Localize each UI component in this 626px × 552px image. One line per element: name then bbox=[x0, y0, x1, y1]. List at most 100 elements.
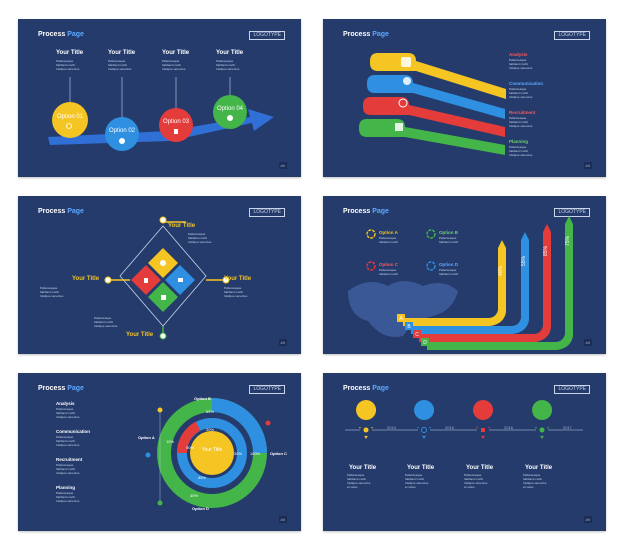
slide-4[interactable]: Process Page LOGOTYPE A B C D 40% 55% 85… bbox=[323, 196, 606, 354]
item-text-left: Pellentesque habitant morbi tristique sene… bbox=[40, 286, 64, 298]
year-2: 2015 bbox=[445, 425, 455, 430]
item-text-2: Pellentesque habitant morbi tristique sene… bbox=[108, 59, 132, 71]
option-d-ring bbox=[426, 261, 436, 271]
logotype: LOGOTYPE bbox=[249, 385, 285, 394]
item-text-3: Pellentesque habitant morbi tristique sene… bbox=[464, 473, 488, 489]
page-number: ## bbox=[583, 339, 592, 346]
item-text-1: Pellentesque habitant morbi tristique sene… bbox=[56, 59, 80, 71]
item-text-2: Pellentesque habitant morbi tristique sene… bbox=[405, 473, 429, 489]
clock-icon bbox=[421, 427, 427, 433]
letter-d: D bbox=[538, 406, 545, 417]
bar-b bbox=[411, 240, 529, 334]
recruitment-text: Pellentesque habitant morbi tristique sene… bbox=[509, 116, 533, 128]
timeline-diagram: A B C D 2014 2015 2016 2017 bbox=[345, 400, 583, 439]
flask-icon bbox=[481, 428, 485, 432]
image-icon bbox=[178, 278, 183, 282]
communication-label: Communication bbox=[509, 81, 544, 86]
item-title-2: Your Title bbox=[108, 50, 136, 56]
slide-1[interactable]: Process Page LOGOTYPE Your Title Your Ti… bbox=[18, 19, 301, 177]
option-c-label: Option C bbox=[270, 451, 287, 456]
year-4: 2017 bbox=[563, 425, 573, 430]
letter-b: B bbox=[420, 406, 427, 417]
page-title: Process Page bbox=[38, 385, 84, 392]
option-b-label: Option B bbox=[194, 396, 211, 401]
option-03-circle bbox=[159, 108, 193, 142]
bar-c-pct: 85% bbox=[543, 245, 549, 256]
item-text-bottom: Pellentesque habitant morbi tristique sene… bbox=[94, 316, 118, 328]
growth-arrow bbox=[48, 109, 274, 145]
item-title-1: Your Title bbox=[56, 50, 84, 56]
communication-text: Pellentesque habitant morbi tristique sene… bbox=[56, 435, 80, 447]
item-title-bottom: Your Title bbox=[126, 332, 154, 338]
slide-6[interactable]: Process Page LOGOTYPE A B C D 2014 2015 … bbox=[323, 373, 606, 531]
page-title: Process Page bbox=[343, 385, 389, 392]
pct-inner-top: 20% bbox=[206, 427, 214, 432]
pct-outer-top: 65% bbox=[206, 409, 214, 414]
page-title: Process Page bbox=[343, 208, 389, 215]
search-icon bbox=[66, 123, 72, 129]
search-icon bbox=[398, 98, 408, 108]
option-01-circle bbox=[52, 102, 88, 138]
lightbulb-icon bbox=[227, 115, 233, 121]
planning-text: Pellentesque habitant morbi tristique sene… bbox=[509, 145, 533, 157]
anchor-icon bbox=[144, 278, 148, 283]
center-circle bbox=[190, 431, 234, 475]
item-title-4: Your Title bbox=[525, 465, 553, 471]
planning-text: Pellentesque habitant morbi tristique sene… bbox=[56, 491, 80, 503]
item-text-right: Pellentesque habitant morbi tristique sene… bbox=[224, 286, 248, 298]
option-b-text: Pellentesque habitant morbi bbox=[439, 236, 459, 244]
option-c-label: Option C bbox=[379, 262, 398, 267]
item-title-2: Your Title bbox=[407, 465, 435, 471]
world-map bbox=[348, 281, 458, 337]
slide-3[interactable]: Process Page LOGOTYPE Your Title Pellent… bbox=[18, 196, 301, 354]
option-a-text: Pellentesque habitant morbi bbox=[379, 236, 399, 244]
recruitment-text: Pellentesque habitant morbi tristique sene… bbox=[56, 463, 80, 475]
recruitment-label: Recruitment bbox=[509, 110, 536, 115]
ribbon-diagram bbox=[359, 53, 506, 155]
page-number: ## bbox=[278, 339, 287, 346]
year-1: 2014 bbox=[387, 425, 397, 430]
pct-outer-bottom: 40% bbox=[190, 493, 198, 498]
item-text-top: Pellentesque habitant morbi tristique sene… bbox=[188, 232, 212, 244]
option-04-circle bbox=[213, 95, 247, 129]
letter-a: A bbox=[399, 316, 403, 322]
option-d-label: Option D bbox=[439, 262, 458, 267]
money-bag-icon bbox=[160, 260, 166, 266]
pct-inner-right: 30% bbox=[234, 451, 242, 456]
gear-icon bbox=[395, 123, 403, 131]
recruitment-label: Recruitment bbox=[56, 457, 83, 462]
option-01-label: Option 01 bbox=[57, 114, 84, 120]
pct-outer-right: 100% bbox=[250, 451, 261, 456]
year-3: 2016 bbox=[504, 425, 514, 430]
page-title: Process Page bbox=[343, 31, 389, 38]
logotype: LOGOTYPE bbox=[249, 208, 285, 217]
money-bag-icon bbox=[119, 138, 125, 144]
user-icon bbox=[403, 77, 411, 85]
option-02-circle bbox=[105, 117, 139, 151]
bar-a bbox=[403, 248, 506, 326]
analysis-label: Analysis bbox=[56, 401, 75, 406]
item-title-right: Your Title bbox=[224, 276, 252, 282]
option-b-ring bbox=[426, 229, 436, 239]
letter-c: C bbox=[479, 406, 486, 417]
option-c-ring bbox=[366, 261, 376, 271]
item-title-left: Your Title bbox=[72, 276, 100, 282]
letter-b: B bbox=[407, 324, 411, 330]
logotype: LOGOTYPE bbox=[554, 385, 590, 394]
option-02-label: Option 02 bbox=[109, 128, 136, 134]
logotype: LOGOTYPE bbox=[554, 208, 590, 217]
flask-icon bbox=[174, 129, 178, 134]
analysis-text: Pellentesque habitant morbi tristique sene… bbox=[56, 407, 80, 419]
lightbulb-icon bbox=[539, 427, 545, 433]
pct-outer-left: 10% bbox=[166, 439, 174, 444]
letter-c: C bbox=[415, 332, 419, 338]
grid-icon bbox=[161, 295, 166, 300]
option-b-label: Option B bbox=[439, 230, 458, 235]
analysis-text: Pellentesque habitant morbi tristique sene… bbox=[509, 58, 533, 70]
option-a-label: Option A bbox=[379, 230, 398, 235]
ribbon-red bbox=[363, 97, 505, 137]
outer-ring-blue bbox=[211, 398, 267, 454]
slide-5[interactable]: Process Page LOGOTYPE Analysis Pellentes… bbox=[18, 373, 301, 531]
slide-2[interactable]: Process Page LOGOTYPE Analysis Pellentes… bbox=[323, 19, 606, 177]
chart-icon bbox=[401, 57, 411, 67]
